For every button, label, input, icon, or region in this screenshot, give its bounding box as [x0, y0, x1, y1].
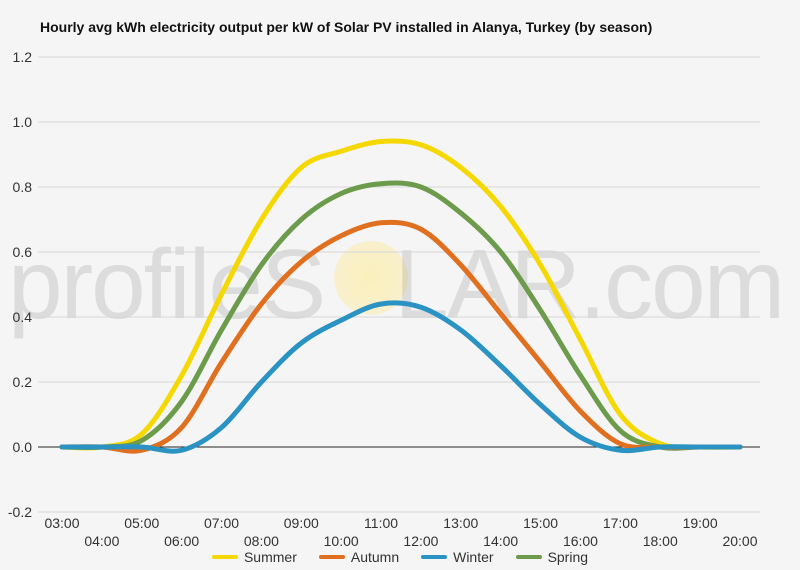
series-line-autumn	[59, 219, 743, 454]
legend-label: Autumn	[350, 549, 400, 565]
legend-item-autumn: Autumn	[318, 549, 400, 565]
legend-label: Spring	[547, 549, 589, 565]
x-tick-label: 05:00	[124, 515, 159, 531]
x-tick-label: 07:00	[204, 515, 239, 531]
x-tick-label: 17:00	[603, 515, 638, 531]
series-line-spring	[59, 180, 743, 451]
y-tick-label: 0.2	[13, 374, 33, 390]
legend-swatch	[211, 555, 238, 559]
watermark-text-after: LAR.com	[394, 229, 785, 339]
x-tick-label: 10:00	[324, 533, 359, 549]
chart-legend: Summer Autumn Winter Spring	[0, 549, 800, 565]
watermark: profileS LAR.com	[8, 228, 785, 341]
x-tick-label: 12:00	[403, 533, 438, 549]
legend-item-spring: Spring	[515, 549, 589, 565]
x-tick-label: 16:00	[563, 533, 598, 549]
x-tick-label: 19:00	[683, 515, 718, 531]
y-tick-label: 1.2	[13, 49, 33, 65]
x-tick-label: 04:00	[84, 533, 119, 549]
y-tick-label: 0.4	[13, 309, 33, 325]
y-tick-label: 1.0	[13, 114, 33, 130]
chart-title: Hourly avg kWh electricity output per kW…	[40, 19, 653, 35]
x-tick-label: 20:00	[722, 533, 757, 549]
y-tick-label: 0.8	[13, 179, 33, 195]
x-tick-label: 03:00	[44, 515, 79, 531]
legend-swatch	[515, 555, 542, 559]
series-line-summer	[59, 138, 743, 451]
legend-label: Winter	[453, 549, 494, 565]
x-tick-label: 18:00	[643, 533, 678, 549]
legend-label: Summer	[243, 549, 297, 565]
x-tick-label: 06:00	[164, 533, 199, 549]
x-tick-label: 09:00	[284, 515, 319, 531]
legend-swatch	[318, 555, 345, 559]
x-tick-label: 13:00	[443, 515, 478, 531]
series-line-winter	[59, 300, 743, 454]
legend-item-summer: Summer	[211, 549, 297, 565]
x-tick-label: 15:00	[523, 515, 558, 531]
x-tick-label: 14:00	[483, 533, 518, 549]
y-tick-label: 0.6	[13, 244, 33, 260]
legend-item-winter: Winter	[421, 549, 494, 565]
x-tick-label: 11:00	[364, 515, 398, 531]
x-tick-label: 08:00	[244, 533, 279, 549]
legend-swatch	[421, 555, 448, 559]
y-tick-label: -0.2	[8, 504, 32, 520]
y-tick-label: 0.0	[13, 439, 33, 455]
